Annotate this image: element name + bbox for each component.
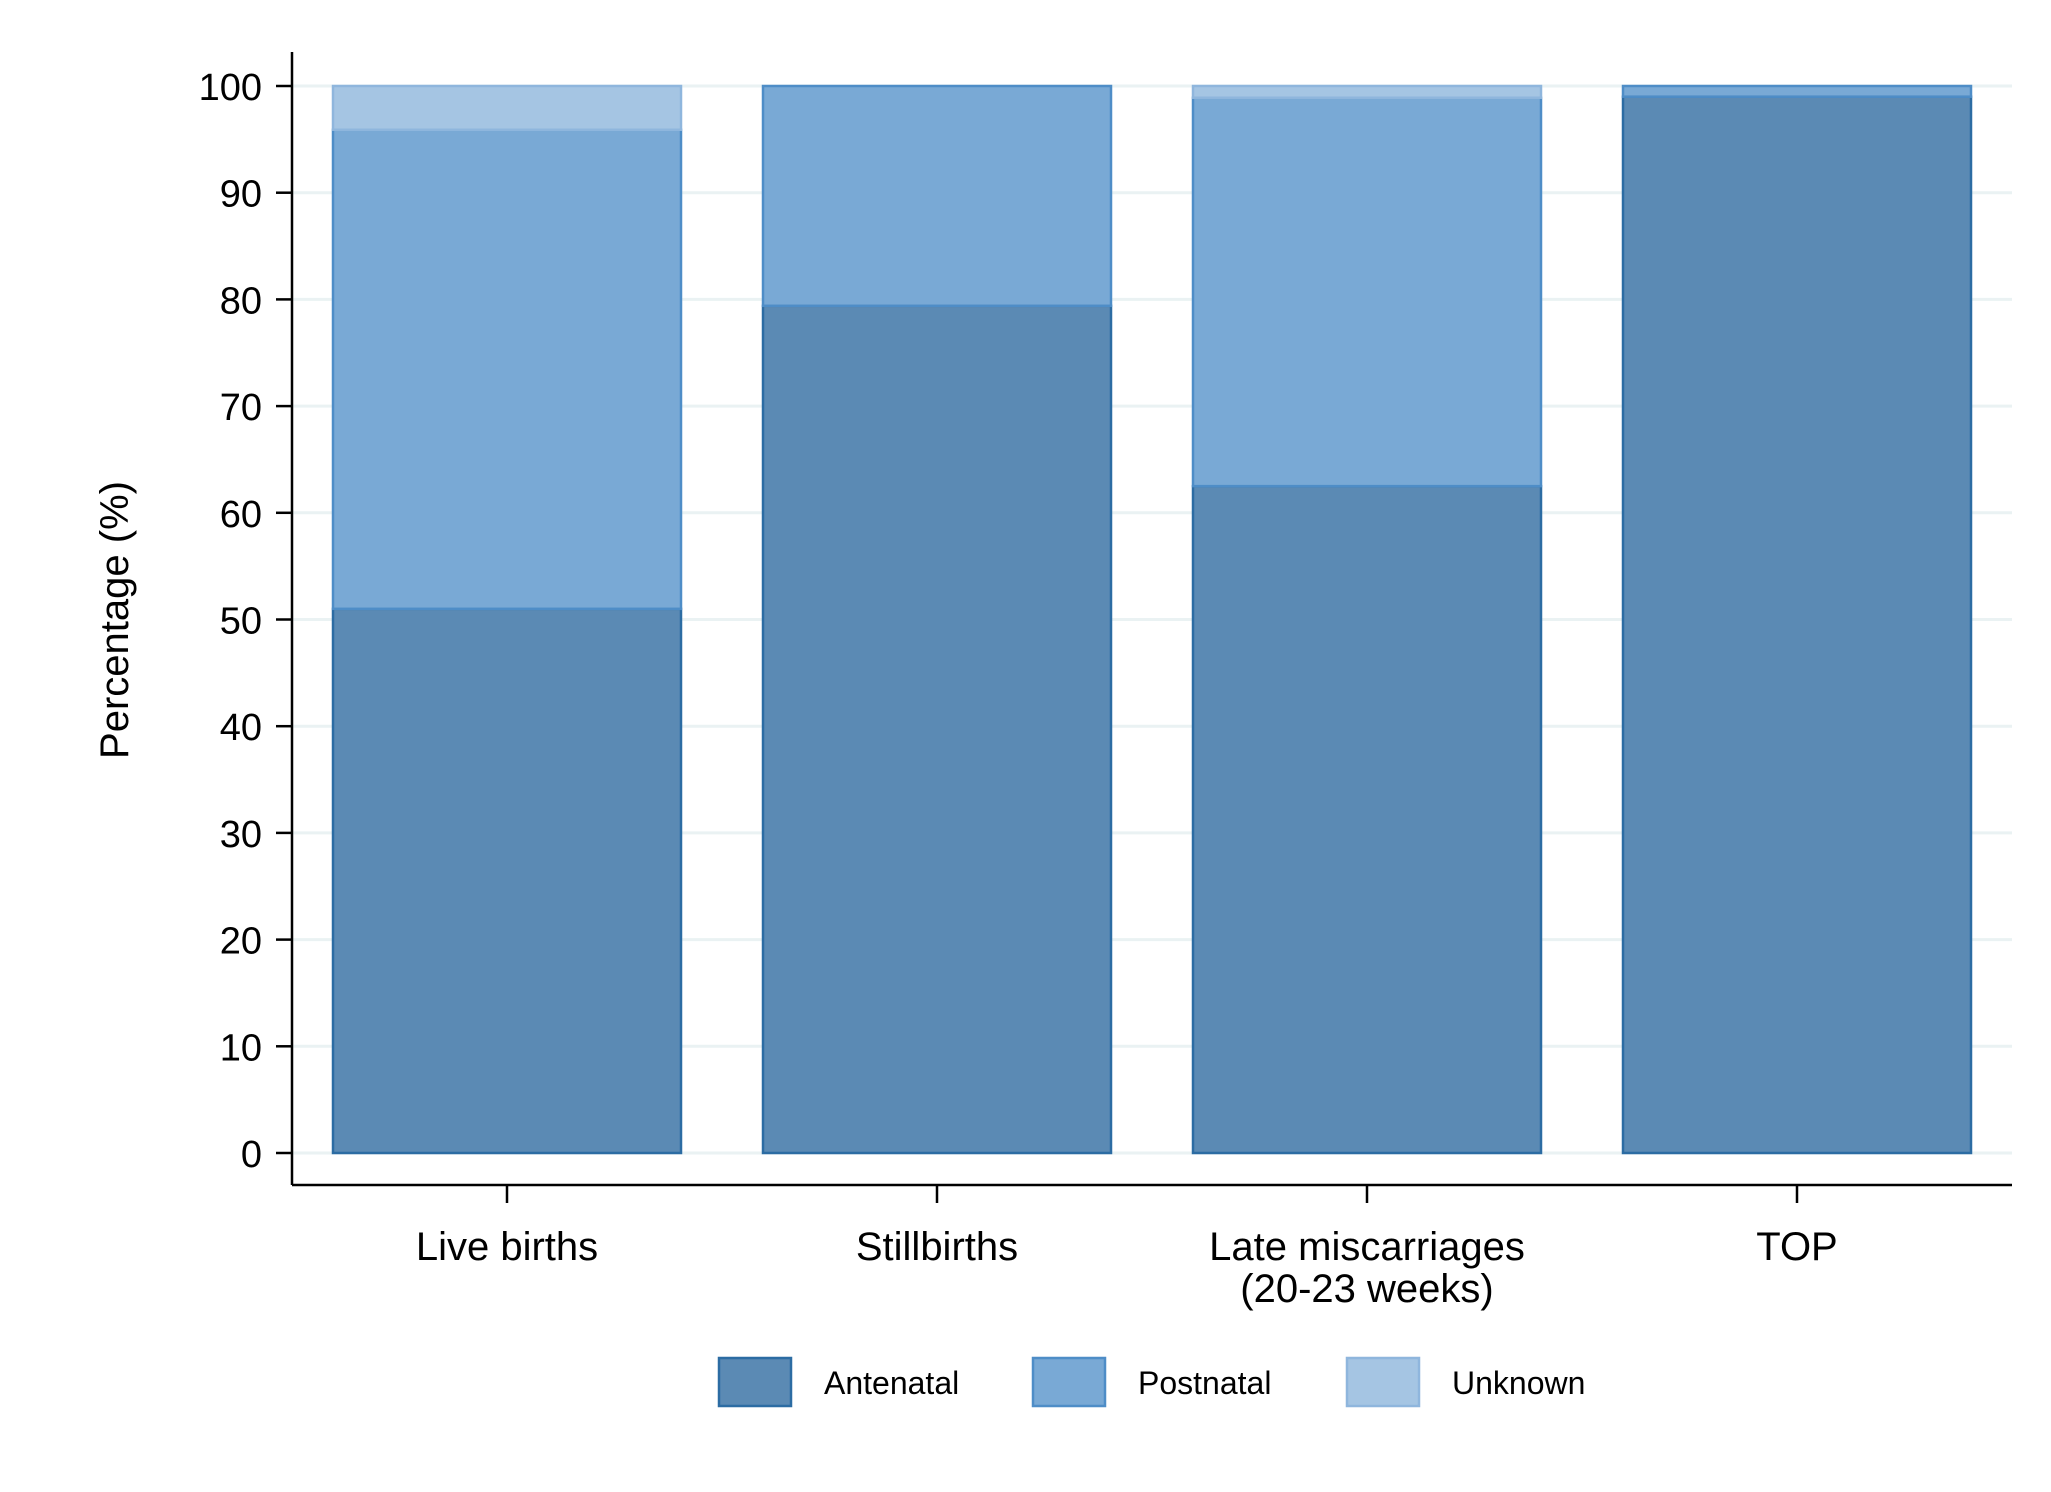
bar-antenatal-2 — [761, 304, 1113, 1155]
y-tick-label: 100 — [199, 67, 262, 109]
legend-label-unknown: Unknown — [1452, 1365, 1585, 1401]
y-tick-label: 90 — [220, 174, 262, 216]
x-axis-ticks: Live births Stillbirths Late miscarriages(… — [416, 1185, 1838, 1311]
legend: Antenatal Postnatal Unknown — [717, 1356, 1585, 1408]
bar-postnatal-4 — [1621, 84, 1973, 98]
y-tick-label: 70 — [220, 387, 262, 429]
x-tick-label: Late miscarriages (20-23 weeks) — [1209, 1225, 1525, 1311]
x-tick-label: Stillbirths — [856, 1225, 1018, 1269]
bar-antenatal-3 — [1191, 484, 1543, 1155]
y-axis-ticks: 0 10 20 30 40 50 60 70 80 90 100 — [199, 67, 292, 1176]
bars — [331, 84, 1973, 1155]
x-tick-label: Live births — [416, 1225, 598, 1269]
y-tick-label: 10 — [220, 1027, 262, 1069]
bar-postnatal-1 — [331, 128, 683, 611]
legend-label-antenatal: Antenatal — [824, 1365, 959, 1401]
x-tick-label: TOP — [1756, 1225, 1838, 1269]
y-tick-label: 20 — [220, 921, 262, 963]
bar-postnatal-2 — [761, 84, 1113, 308]
legend-label-postnatal: Postnatal — [1138, 1365, 1271, 1401]
bar-unknown-3 — [1191, 84, 1543, 99]
y-tick-label: 60 — [220, 494, 262, 536]
y-tick-label: 80 — [220, 280, 262, 322]
y-tick-label: 30 — [220, 814, 262, 856]
y-tick-label: 50 — [220, 601, 262, 643]
legend-swatch-antenatal — [717, 1356, 793, 1408]
y-tick-label: 0 — [241, 1134, 262, 1176]
legend-swatch-postnatal — [1031, 1356, 1107, 1408]
bar-antenatal-4 — [1621, 95, 1973, 1155]
bar-antenatal-1 — [331, 607, 683, 1155]
bar-unknown-1 — [331, 84, 683, 131]
y-tick-label: 40 — [220, 707, 262, 749]
y-axis-label: Percentage (%) — [93, 481, 137, 759]
bar-postnatal-3 — [1191, 96, 1543, 488]
legend-swatch-unknown — [1345, 1356, 1421, 1408]
